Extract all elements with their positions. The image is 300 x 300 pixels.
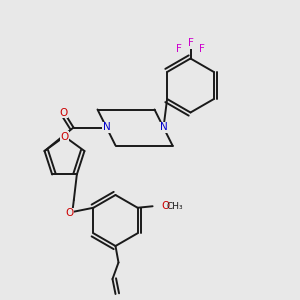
Text: O: O — [59, 107, 67, 118]
Text: F: F — [176, 44, 182, 55]
Text: F: F — [199, 44, 205, 55]
Text: F: F — [188, 38, 194, 49]
Text: CH₃: CH₃ — [166, 202, 183, 211]
Text: O: O — [60, 131, 69, 142]
Text: O: O — [65, 208, 74, 218]
Text: N: N — [160, 122, 167, 133]
Text: N: N — [103, 122, 110, 133]
Text: O: O — [162, 201, 170, 211]
